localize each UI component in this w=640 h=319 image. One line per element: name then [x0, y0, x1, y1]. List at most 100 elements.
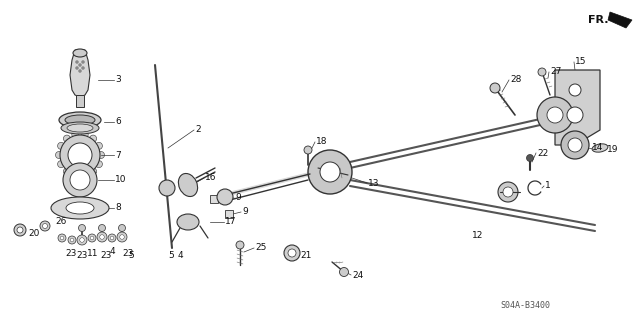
Circle shape [90, 135, 97, 142]
Text: 17: 17 [225, 218, 237, 226]
Text: 2: 2 [195, 125, 200, 135]
Circle shape [117, 232, 127, 242]
Text: 23: 23 [65, 249, 76, 257]
Circle shape [72, 131, 79, 138]
Circle shape [42, 224, 47, 228]
Circle shape [503, 187, 513, 197]
Text: 24: 24 [352, 271, 364, 279]
Text: 19: 19 [607, 145, 618, 154]
Circle shape [159, 180, 175, 196]
Circle shape [77, 235, 87, 245]
Circle shape [97, 232, 107, 242]
Circle shape [70, 238, 74, 242]
Ellipse shape [67, 124, 93, 132]
Circle shape [76, 66, 79, 70]
Text: FR.: FR. [588, 15, 609, 25]
Circle shape [97, 152, 104, 159]
Circle shape [110, 236, 114, 240]
Polygon shape [608, 12, 632, 28]
Text: 16: 16 [205, 174, 216, 182]
Circle shape [60, 135, 100, 175]
Text: 5: 5 [128, 250, 134, 259]
Circle shape [547, 107, 563, 123]
Circle shape [339, 268, 349, 277]
Text: 4: 4 [178, 250, 184, 259]
Circle shape [72, 172, 79, 179]
Circle shape [68, 143, 92, 167]
Circle shape [63, 163, 97, 197]
Text: 22: 22 [537, 149, 548, 158]
Text: 26: 26 [55, 218, 67, 226]
Text: 23: 23 [100, 250, 111, 259]
Polygon shape [70, 50, 90, 97]
Text: 10: 10 [115, 175, 127, 184]
Circle shape [308, 150, 352, 194]
Text: 8: 8 [115, 204, 121, 212]
Circle shape [118, 225, 125, 232]
Circle shape [81, 66, 84, 70]
Ellipse shape [73, 49, 87, 57]
Text: 13: 13 [368, 179, 380, 188]
Circle shape [108, 234, 116, 242]
Circle shape [88, 234, 96, 242]
Circle shape [80, 238, 84, 242]
Circle shape [561, 131, 589, 159]
Circle shape [99, 225, 106, 232]
Circle shape [537, 97, 573, 133]
Text: 28: 28 [510, 76, 522, 85]
Ellipse shape [66, 202, 94, 214]
Text: 21: 21 [300, 250, 312, 259]
Circle shape [63, 135, 70, 142]
Circle shape [58, 142, 65, 149]
Ellipse shape [51, 197, 109, 219]
Text: 5: 5 [168, 250, 173, 259]
Circle shape [40, 221, 50, 231]
Circle shape [120, 235, 124, 239]
Text: S04A-B3400: S04A-B3400 [500, 300, 550, 309]
Circle shape [79, 63, 81, 66]
Circle shape [81, 131, 88, 138]
Circle shape [90, 168, 97, 175]
Circle shape [58, 160, 65, 167]
Circle shape [527, 154, 534, 161]
Circle shape [95, 142, 102, 149]
Circle shape [498, 182, 518, 202]
Circle shape [76, 61, 79, 63]
Text: 23: 23 [122, 249, 133, 257]
Circle shape [288, 249, 296, 257]
Text: 7: 7 [115, 151, 121, 160]
Circle shape [81, 172, 88, 179]
Bar [76, 95, 84, 107]
Circle shape [284, 245, 300, 261]
Circle shape [304, 146, 312, 154]
Circle shape [68, 236, 76, 244]
Circle shape [567, 107, 583, 123]
Ellipse shape [61, 122, 99, 134]
Text: 9: 9 [235, 194, 241, 203]
Circle shape [568, 138, 582, 152]
Circle shape [490, 83, 500, 93]
Circle shape [60, 236, 64, 240]
Text: 6: 6 [115, 117, 121, 127]
Text: 18: 18 [316, 137, 328, 146]
Text: 14: 14 [592, 144, 604, 152]
Bar [225, 210, 233, 218]
Text: 3: 3 [115, 76, 121, 85]
Text: 11: 11 [87, 249, 99, 257]
Ellipse shape [177, 214, 199, 230]
Text: 27: 27 [550, 68, 561, 77]
Circle shape [14, 224, 26, 236]
Text: 25: 25 [255, 243, 266, 253]
Circle shape [17, 227, 23, 233]
Circle shape [569, 84, 581, 96]
Text: 9: 9 [242, 207, 248, 217]
Text: 23: 23 [76, 250, 88, 259]
Circle shape [70, 170, 90, 190]
Bar [210, 195, 218, 203]
Circle shape [95, 160, 102, 167]
Circle shape [58, 234, 66, 242]
Circle shape [63, 168, 70, 175]
Text: 1: 1 [545, 182, 551, 190]
Text: 12: 12 [472, 231, 483, 240]
Circle shape [217, 189, 233, 205]
